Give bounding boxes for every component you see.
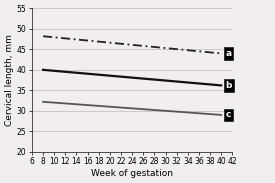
Y-axis label: Cervical length, mm: Cervical length, mm <box>5 34 14 126</box>
Text: b: b <box>226 81 232 90</box>
Text: c: c <box>226 110 231 119</box>
X-axis label: Week of gestation: Week of gestation <box>91 169 173 178</box>
Text: a: a <box>226 49 232 58</box>
